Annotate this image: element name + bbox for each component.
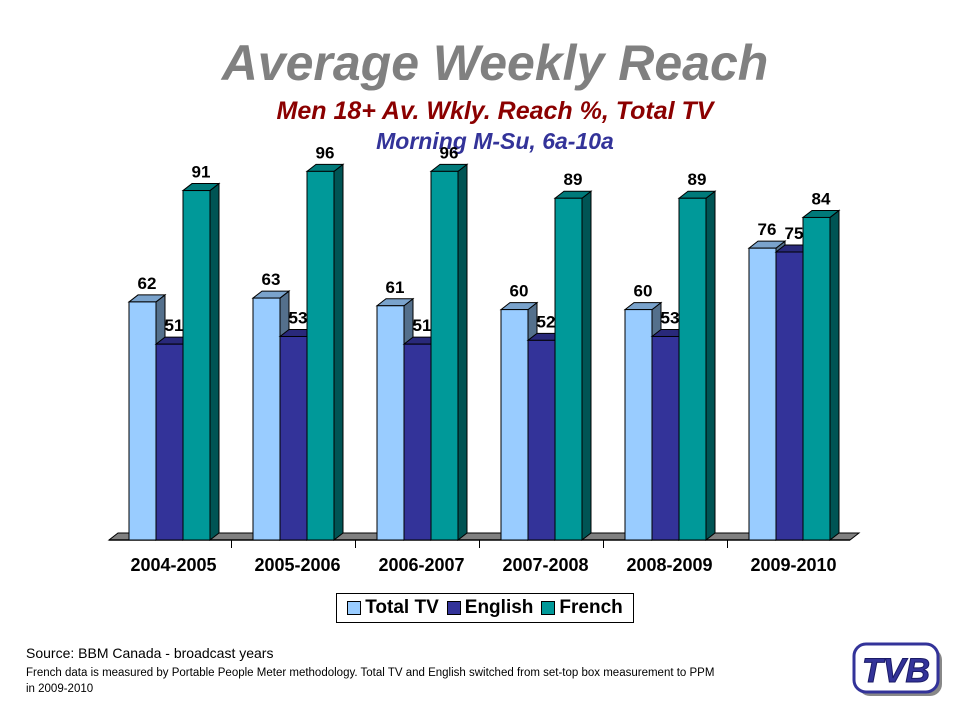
bar-french-2008-2009-side xyxy=(705,190,716,542)
data-label-total-tv-2005-2006: 63 xyxy=(262,270,281,289)
bar-french-2008-2009 xyxy=(677,190,717,542)
bar-french-2005-2006 xyxy=(305,163,345,542)
legend-label-french: French xyxy=(559,597,623,618)
x-tick-label-2009-2010: 2009-2010 xyxy=(750,555,836,575)
bar-french-2007-2008 xyxy=(553,190,593,542)
data-label-english-2007-2008: 52 xyxy=(537,312,556,331)
bar-french-2008-2009-front xyxy=(678,197,707,541)
chart-subtitle-daypart: Morning M-Su, 6a-10a xyxy=(376,128,614,154)
bar-english-2005-2006-front xyxy=(279,335,308,541)
bar-total-tv-2009-2010-front xyxy=(748,247,777,541)
data-label-total-tv-2009-2010: 76 xyxy=(758,220,777,239)
bar-english-2009-2010-front xyxy=(775,251,804,541)
tvb-logo: TVB xyxy=(852,642,942,696)
legend-swatch-french xyxy=(541,601,556,615)
bar-total-tv-2007-2008-front xyxy=(500,309,529,541)
data-label-total-tv-2007-2008: 60 xyxy=(510,282,529,301)
data-label-total-tv-2004-2005: 62 xyxy=(138,274,157,293)
bar-french-2009-2010-side xyxy=(829,209,840,542)
bar-english-2007-2008-front xyxy=(527,339,556,541)
legend-item-french: French xyxy=(541,597,623,619)
data-label-english-2009-2010: 75 xyxy=(785,224,804,243)
bar-french-2007-2008-side xyxy=(581,190,592,542)
legend-item-total-tv: Total TV xyxy=(347,597,439,619)
bar-total-tv-2009-2010 xyxy=(747,240,787,542)
x-tick-label-2008-2009: 2008-2009 xyxy=(626,555,712,575)
tvb-logo-text: TVB xyxy=(862,652,930,690)
legend-label-english: English xyxy=(464,597,534,618)
bar-total-tv-2004-2005-front xyxy=(128,301,157,541)
bar-french-2007-2008-front xyxy=(554,197,583,541)
data-label-french-2009-2010: 84 xyxy=(812,189,831,208)
methodology-note: French data is measured by Portable Peop… xyxy=(26,667,715,695)
bar-english-2004-2005-front xyxy=(155,343,184,541)
data-label-french-2008-2009: 89 xyxy=(688,170,707,189)
bar-french-2004-2005-front xyxy=(182,190,211,541)
bar-french-2005-2006-side xyxy=(333,163,344,542)
bar-total-tv-2008-2009-front xyxy=(624,309,653,541)
data-label-english-2004-2005: 51 xyxy=(165,316,184,335)
bar-english-2008-2009-front xyxy=(651,335,680,541)
data-label-total-tv-2006-2007: 61 xyxy=(386,278,405,297)
chart-subtitle: Men 18+ Av. Wkly. Reach %, Total TV xyxy=(276,97,714,125)
legend-label-total-tv: Total TV xyxy=(365,597,439,618)
chart-legend: Total TV English French xyxy=(336,593,634,623)
legend-swatch-total-tv xyxy=(347,601,362,615)
bar-chart: 62 51 91 2004-2005 63 53 96 2005-2006 61 51 96 2006… xyxy=(107,143,861,575)
data-label-english-2005-2006: 53 xyxy=(289,308,308,327)
data-label-english-2006-2007: 51 xyxy=(413,316,432,335)
data-label-french-2005-2006: 96 xyxy=(316,143,335,162)
data-label-total-tv-2008-2009: 60 xyxy=(634,282,653,301)
x-tick-label-2007-2008: 2007-2008 xyxy=(502,555,588,575)
chart-floor xyxy=(107,532,861,541)
legend-item-english: English xyxy=(446,597,534,619)
x-tick-label-2004-2005: 2004-2005 xyxy=(130,555,216,575)
data-label-english-2008-2009: 53 xyxy=(661,308,680,327)
data-label-french-2006-2007: 96 xyxy=(440,143,459,162)
bar-french-2006-2007 xyxy=(429,163,469,542)
bar-french-2009-2010 xyxy=(801,209,841,542)
bar-total-tv-2006-2007-front xyxy=(376,305,405,541)
source-text: Source: BBM Canada - broadcast years xyxy=(26,645,274,661)
bar-french-2006-2007-front xyxy=(430,170,459,541)
bar-french-2006-2007-side xyxy=(457,163,468,542)
bar-french-2004-2005 xyxy=(181,182,221,542)
data-label-french-2004-2005: 91 xyxy=(192,163,211,182)
data-label-french-2007-2008: 89 xyxy=(564,170,583,189)
bar-total-tv-2005-2006-front xyxy=(252,297,281,541)
bar-english-2006-2007-front xyxy=(403,343,432,541)
x-tick-label-2005-2006: 2005-2006 xyxy=(254,555,340,575)
chart-title: Average Weekly Reach xyxy=(221,35,769,91)
legend-swatch-english xyxy=(446,601,461,615)
bar-french-2005-2006-front xyxy=(306,170,335,541)
bar-french-2009-2010-front xyxy=(802,216,831,541)
x-tick-label-2006-2007: 2006-2007 xyxy=(378,555,464,575)
bar-french-2004-2005-side xyxy=(209,182,220,542)
